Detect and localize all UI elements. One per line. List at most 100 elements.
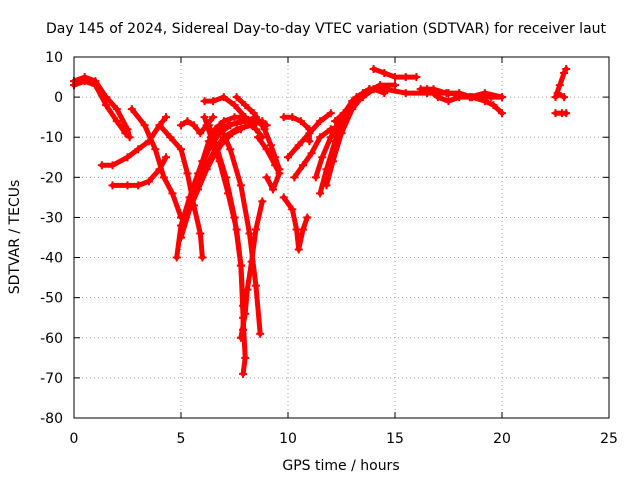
data-point-marker [251,225,260,234]
data-point-marker [365,85,374,94]
data-point-marker [560,69,569,78]
series-sat-p [236,197,267,342]
data-point-marker [209,113,218,122]
data-point-marker [194,185,203,194]
plot-frame [73,56,610,419]
data-point-marker [151,145,160,154]
data-point-marker [322,181,331,190]
data-point-marker [562,65,571,74]
data-point-marker [91,81,100,90]
data-point-marker [97,161,106,170]
data-point-marker [412,73,421,82]
data-point-marker [489,101,498,110]
x-tick-label: 10 [279,431,297,447]
data-point-marker [423,85,432,94]
data-point-marker [134,145,143,154]
data-point-marker [134,181,143,190]
data-point-marker [305,137,314,146]
data-point-marker [108,161,117,170]
data-point-marker [245,229,254,238]
data-point-marker [239,369,248,378]
data-point-marker [123,181,132,190]
data-point-marker [200,113,209,122]
series-line [217,122,263,337]
data-point-marker [380,85,389,94]
data-point-marker [294,245,303,254]
data-point-marker [200,97,209,106]
data-point-marker [226,145,235,154]
y-tick-label: -30 [40,210,63,226]
data-point-marker [232,93,241,102]
data-point-marker [369,65,378,74]
data-point-marker [318,153,327,162]
data-point-marker [269,185,278,194]
data-point-marker [236,333,245,342]
data-point-marker [284,153,292,162]
data-point-marker [243,285,252,294]
x-axis-label: GPS time / hours [282,458,399,474]
data-point-marker [162,153,171,162]
series-sat-ag [551,109,571,118]
series-line [255,134,282,192]
data-point-marker [331,117,340,126]
data-point-marker [455,93,464,102]
data-point-marker [296,117,305,126]
data-point-marker [294,141,303,150]
series-sat-s [254,133,284,194]
data-point-marker [236,181,245,190]
data-point-marker [241,113,250,122]
data-point-marker [144,177,153,186]
data-point-marker [159,173,168,182]
data-point-marker [262,173,271,182]
data-point-marker [251,281,260,290]
data-series [70,65,571,378]
data-point-marker [166,133,175,142]
y-tick-label: -70 [40,371,63,387]
data-point-marker [189,181,198,190]
data-point-marker [305,125,314,134]
x-tick-label: 15 [386,431,404,447]
data-point-marker [177,121,185,130]
data-point-marker [442,89,451,98]
data-point-marker [123,153,132,162]
data-point-marker [298,161,307,170]
x-tick-label: 25 [600,431,618,447]
data-point-marker [262,145,271,154]
data-point-marker [465,93,474,102]
data-point-marker [260,125,269,134]
data-point-marker [311,173,320,182]
series-line [178,118,265,240]
data-point-marker [444,97,453,106]
data-point-marker [380,69,389,78]
data-point-marker [177,233,185,242]
series-sat-e [127,105,185,222]
data-point-marker [348,101,357,110]
data-point-marker [290,173,299,182]
grid [74,57,609,418]
x-tick-label: 0 [70,431,79,447]
data-point-marker [196,129,205,138]
x-tick-label: 20 [493,431,511,447]
data-point-marker [560,93,569,102]
data-point-marker [401,73,410,82]
data-point-marker [125,133,134,142]
data-point-marker [401,89,410,98]
data-point-marker [198,253,207,262]
series-line [206,122,248,377]
data-point-marker [230,101,239,110]
data-point-marker [279,193,288,202]
data-point-marker [219,93,228,102]
data-point-marker [221,173,230,182]
data-point-marker [213,145,222,154]
data-point-marker [155,121,164,130]
data-point-marker [337,129,346,138]
data-point-marker [247,257,256,266]
data-point-marker [202,165,211,174]
data-point-marker [183,117,192,126]
data-point-marker [241,309,250,318]
data-point-marker [183,169,192,178]
data-point-marker [303,213,312,222]
data-point-marker [196,229,205,238]
data-point-marker [288,205,297,214]
